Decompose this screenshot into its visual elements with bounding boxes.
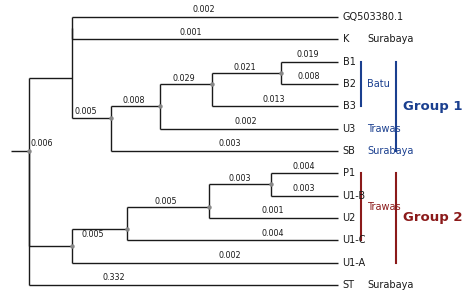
Text: 0.005: 0.005 xyxy=(155,197,177,206)
Text: ST: ST xyxy=(342,280,355,290)
Text: B1: B1 xyxy=(342,57,355,67)
Text: Surabaya: Surabaya xyxy=(367,34,413,44)
Text: 0.001: 0.001 xyxy=(180,28,202,37)
Text: Group 2: Group 2 xyxy=(403,211,463,224)
Text: B2: B2 xyxy=(342,79,356,89)
Text: 0.003: 0.003 xyxy=(292,184,315,193)
Text: SB: SB xyxy=(342,146,355,156)
Text: Trawas: Trawas xyxy=(367,202,401,212)
Text: 0.002: 0.002 xyxy=(219,251,241,260)
Text: K: K xyxy=(342,34,349,44)
Text: 0.003: 0.003 xyxy=(228,174,251,183)
Text: 0.002: 0.002 xyxy=(193,5,215,14)
Text: B3: B3 xyxy=(342,101,355,111)
Text: Group 1: Group 1 xyxy=(403,100,463,113)
Text: Surabaya: Surabaya xyxy=(367,280,413,290)
Text: U1-A: U1-A xyxy=(342,258,366,268)
Text: 0.003: 0.003 xyxy=(219,139,241,148)
Text: Trawas: Trawas xyxy=(367,124,401,134)
Text: P1: P1 xyxy=(342,168,355,178)
Text: 0.005: 0.005 xyxy=(75,108,97,116)
Text: U2: U2 xyxy=(342,213,356,223)
Text: 0.021: 0.021 xyxy=(233,63,256,72)
Text: 0.002: 0.002 xyxy=(235,117,258,126)
Text: 0.006: 0.006 xyxy=(31,139,53,148)
Text: 0.008: 0.008 xyxy=(123,96,145,105)
Text: 0.019: 0.019 xyxy=(297,50,320,59)
Text: 0.029: 0.029 xyxy=(173,74,196,83)
Text: 0.004: 0.004 xyxy=(292,162,315,171)
Text: 0.005: 0.005 xyxy=(81,230,104,239)
Text: 0.008: 0.008 xyxy=(297,72,320,81)
Text: Batu: Batu xyxy=(367,79,390,89)
Text: U1-B: U1-B xyxy=(342,191,366,201)
Text: 0.001: 0.001 xyxy=(261,206,284,215)
Text: 0.004: 0.004 xyxy=(261,229,284,238)
Text: 0.332: 0.332 xyxy=(103,273,125,282)
Text: 0.013: 0.013 xyxy=(263,95,285,104)
Text: GQ503380.1: GQ503380.1 xyxy=(342,12,403,22)
Text: U3: U3 xyxy=(342,124,356,134)
Text: Surabaya: Surabaya xyxy=(367,146,413,156)
Text: U1-C: U1-C xyxy=(342,235,366,245)
